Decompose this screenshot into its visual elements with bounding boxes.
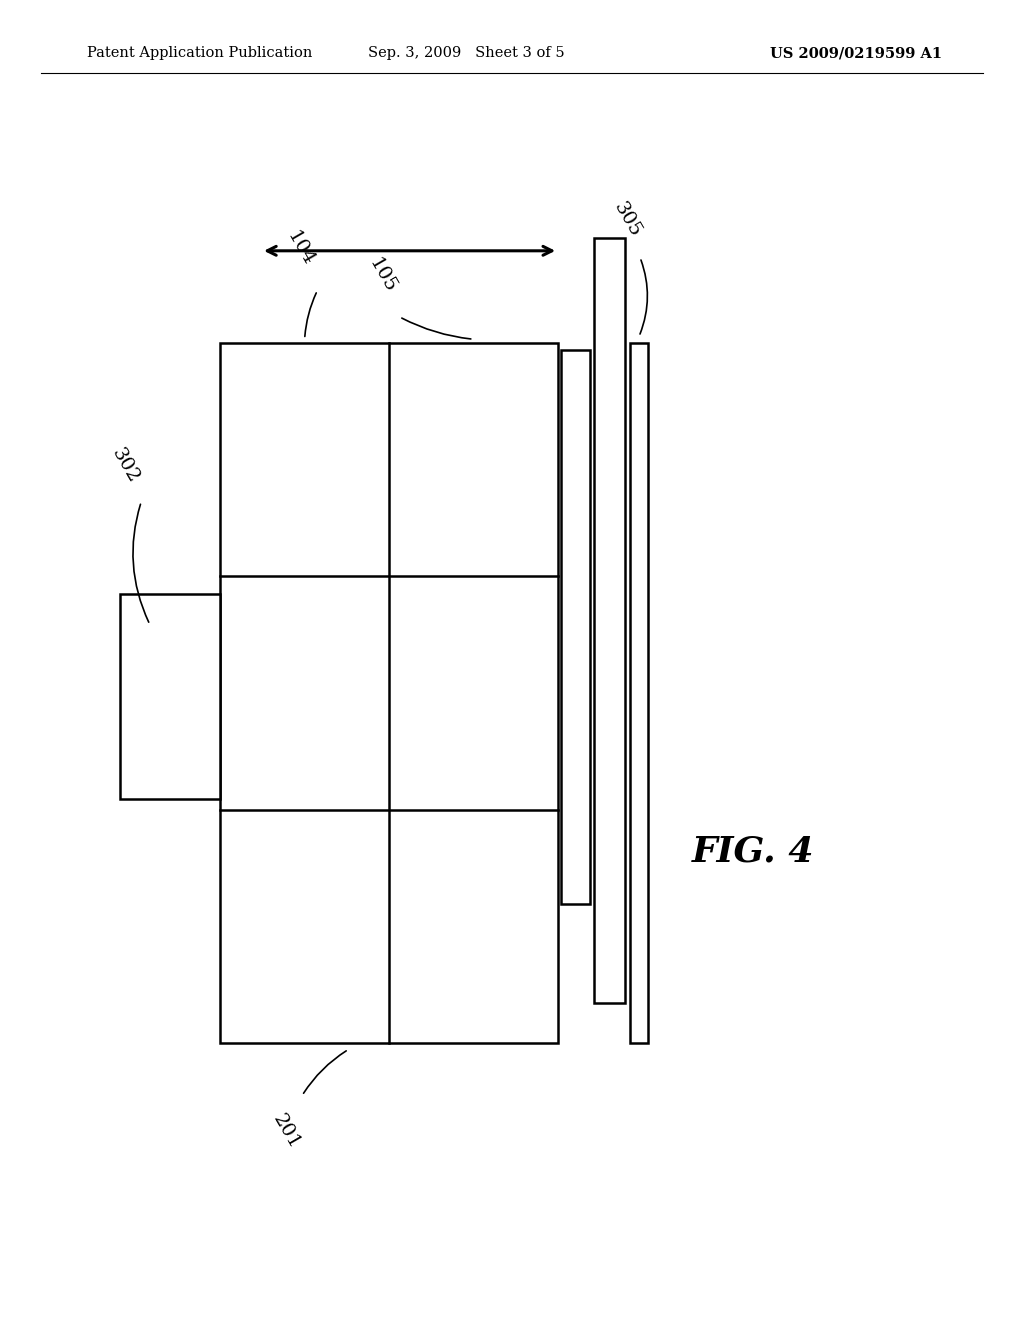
Text: 104: 104 [283, 228, 317, 269]
Text: 105: 105 [365, 255, 399, 296]
Text: 302: 302 [108, 445, 142, 486]
Text: Patent Application Publication: Patent Application Publication [87, 46, 312, 61]
Bar [594, 238, 625, 1003]
Text: 305: 305 [609, 199, 644, 240]
Bar [561, 350, 590, 904]
Bar [120, 594, 220, 799]
Text: US 2009/0219599 A1: US 2009/0219599 A1 [770, 46, 942, 61]
Text: Sep. 3, 2009   Sheet 3 of 5: Sep. 3, 2009 Sheet 3 of 5 [368, 46, 564, 61]
Text: FIG. 4: FIG. 4 [691, 834, 814, 869]
Text: 201: 201 [269, 1111, 304, 1152]
Bar [630, 343, 648, 1043]
Bar [220, 343, 558, 1043]
